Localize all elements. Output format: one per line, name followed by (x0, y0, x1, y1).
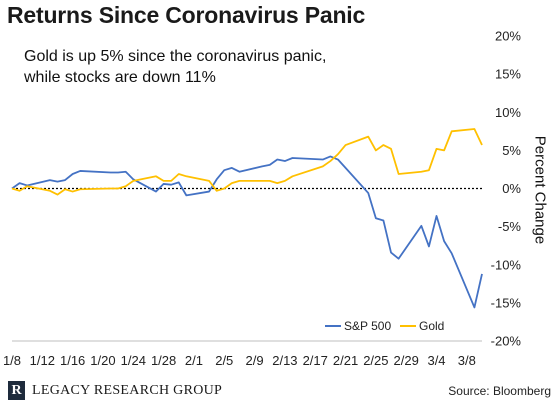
x-tick-label: 2/13 (272, 353, 297, 368)
x-tick-label: 2/1 (185, 353, 203, 368)
y-tick-label: 15% (495, 67, 521, 82)
x-tick-label: 2/5 (215, 353, 233, 368)
logo-mark-icon: R (8, 381, 25, 400)
x-tick-label: 1/12 (30, 353, 55, 368)
source-note: Source: Bloomberg (448, 384, 551, 398)
x-tick-label: 1/20 (90, 353, 115, 368)
x-tick-label: 1/8 (3, 353, 21, 368)
plot-axes (12, 187, 482, 342)
annotation-line-2: while stocks are down 11% (24, 69, 216, 86)
x-tick-label: 2/17 (303, 353, 328, 368)
y-tick-label: -15% (491, 295, 522, 310)
y-tick-label: -10% (491, 257, 522, 272)
legend: S&P 500 Gold (325, 319, 444, 333)
x-tick-label: 1/16 (60, 353, 85, 368)
series-line-s-p-500 (11, 155, 483, 309)
y-tick-label: 20% (495, 29, 521, 44)
y-tick-label: 0% (502, 181, 521, 196)
annotation-line-1: Gold is up 5% since the coronavirus pani… (24, 48, 327, 65)
legend-label: Gold (419, 319, 444, 333)
x-tick-label: 1/24 (121, 353, 146, 368)
legend-label: S&P 500 (344, 319, 391, 333)
legend-item: S&P 500 (325, 319, 391, 333)
y-tick-label: -20% (491, 334, 522, 349)
chart-annotation: Gold is up 5% since the coronavirus pani… (24, 46, 326, 88)
x-tick-label: 2/25 (363, 353, 388, 368)
x-tick-label: 3/8 (458, 353, 476, 368)
series-line-gold (11, 128, 483, 196)
x-tick-label: 2/21 (333, 353, 358, 368)
x-tick-label: 2/9 (246, 353, 264, 368)
legend-item: Gold (400, 319, 444, 333)
footer-logo: R LEGACY RESEARCH GROUP (8, 381, 222, 400)
chart-title: Returns Since Coronavirus Panic (7, 2, 366, 28)
x-tick-label: 2/29 (394, 353, 419, 368)
x-tick-label: 3/4 (427, 353, 445, 368)
y-tick-labels: 20% 15% 10% 5% 0% -5% -10% -15% -20% (491, 29, 522, 349)
logo-text: LEGACY RESEARCH GROUP (32, 382, 223, 398)
y-tick-label: -5% (498, 219, 522, 234)
x-tick-labels: 1/8 1/12 1/16 1/20 1/24 1/28 2/1 2/5 2/9 2/13 2/17… (3, 353, 476, 368)
y-tick-label: 5% (502, 143, 521, 158)
x-tick-label: 1/28 (151, 353, 176, 368)
y-axis-label: Percent Change (531, 135, 549, 245)
series-lines (11, 128, 483, 309)
y-tick-label: 10% (495, 105, 521, 120)
